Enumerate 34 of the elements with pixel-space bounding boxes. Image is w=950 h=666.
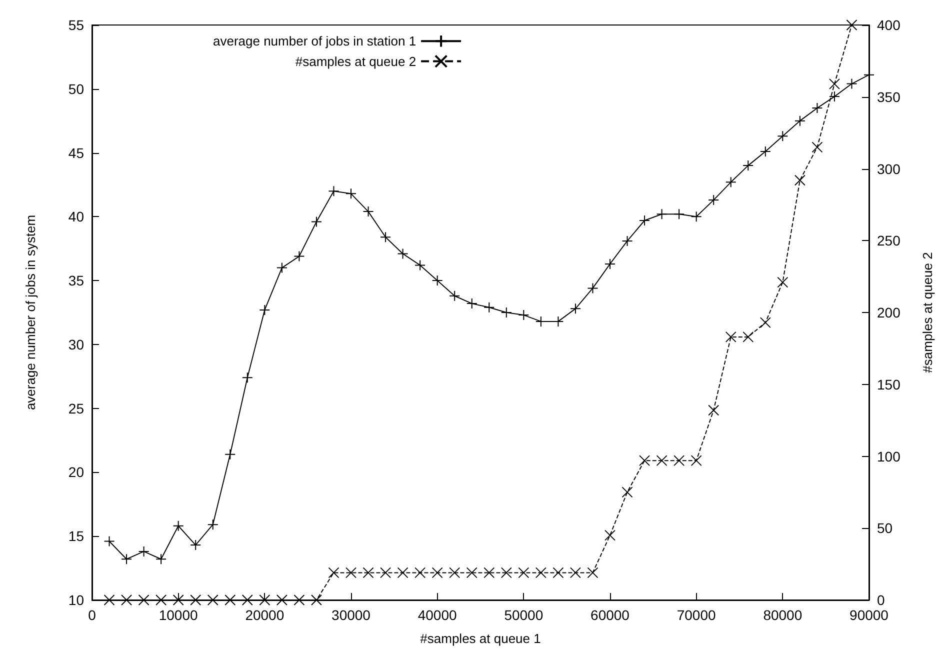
y2-tick-label: 250 [877,232,901,249]
y2-tick-label: 100 [877,448,901,464]
x-tick-label: 60000 [590,607,630,623]
y-tick-label: 10 [68,592,84,608]
legend-label: #samples at queue 2 [295,54,416,69]
y2-tick-label: 300 [877,160,901,177]
x-tick-label: 40000 [418,607,458,623]
y-tick-label: 40 [68,208,84,225]
y2-tick-label: 0 [877,592,885,608]
x-axis-title: #samples at queue 1 [420,631,541,646]
y-tick-label: 15 [68,528,84,544]
y-tick-label: 50 [68,80,84,97]
x-tick-label: 50000 [504,607,544,623]
x-tick-label: 70000 [676,607,716,623]
y2-tick-label: 200 [877,304,901,320]
y2-tick-label: 400 [877,17,901,33]
x-tick-label: 20000 [245,607,284,623]
y-tick-label: 55 [68,17,84,33]
x-tick-label: 80000 [763,607,802,623]
y2-tick-label: 350 [877,88,901,105]
y-axis-title: average number of jobs in system [23,214,38,410]
y2-tick-label: 50 [877,520,893,536]
x-tick-label: 10000 [158,607,198,623]
y2-tick-label: 150 [877,376,901,392]
y-tick-label: 35 [68,272,84,289]
y-tick-label: 25 [68,400,84,416]
x-tick-label: 0 [88,607,96,623]
y2-axis-title: #samples at queue 2 [920,252,935,373]
y-tick-label: 30 [68,336,84,352]
x-tick-label: 30000 [332,607,371,623]
y-tick-label: 20 [68,464,84,480]
legend-label: average number of jobs in station 1 [212,34,416,49]
x-tick-label: 90000 [850,607,889,623]
y-tick-label: 45 [68,144,84,161]
